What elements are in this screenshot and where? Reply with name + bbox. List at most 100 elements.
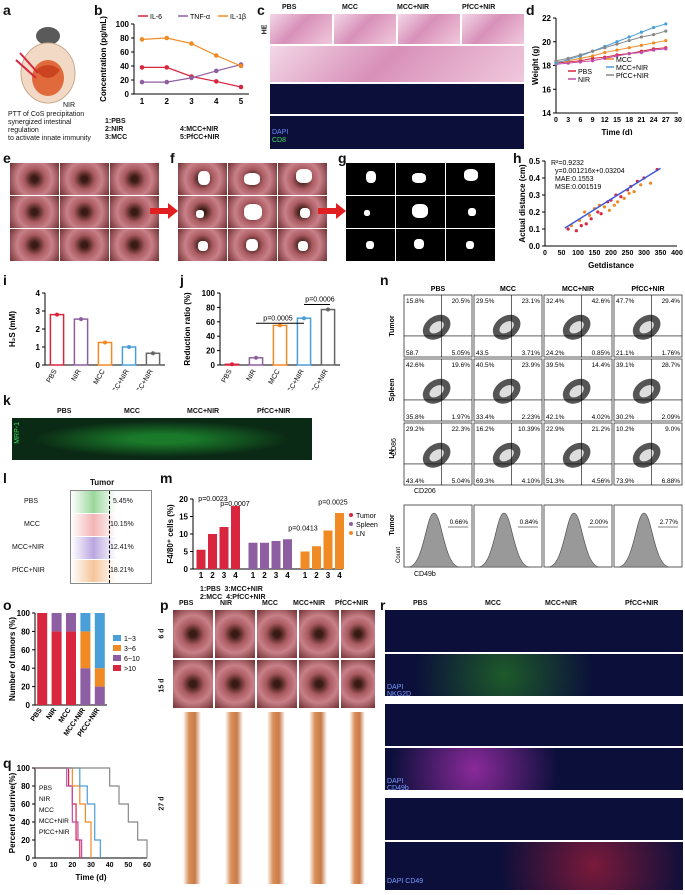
legend-label: MCC+NIR (39, 818, 69, 825)
x-tick-label: 300 (638, 250, 650, 257)
quadrant-value: 1.76% (662, 350, 681, 357)
y-tick-label: 20 (542, 38, 551, 47)
data-point (615, 54, 619, 58)
x-tick-label: PBS (46, 368, 59, 384)
data-point (649, 181, 653, 185)
quadrant-value: 39.5% (546, 362, 565, 369)
quadrant-value: 32.4% (546, 298, 565, 305)
mask-image (396, 229, 445, 261)
legend-swatch (113, 635, 121, 641)
panel-label-d: d (526, 2, 535, 18)
p-value: p=0.0023 (198, 496, 227, 503)
x-tick-label: MCC+NIR (109, 369, 131, 391)
data-point (127, 345, 131, 349)
quadrant-value: 30.2% (616, 414, 635, 421)
y-tick-label: 5 (184, 548, 189, 557)
quadrant-value: 35.8% (406, 414, 425, 421)
y-tick-label: 22 (542, 14, 551, 23)
he-overview-image (270, 14, 332, 44)
bar-segment (51, 613, 62, 632)
quadrant-value: 5.04% (452, 478, 471, 485)
group-label: MCC+NIR (397, 4, 430, 11)
y-tick-label: 14 (542, 109, 551, 118)
x-axis-label: CD206 (414, 488, 436, 495)
y-tick-label: 0 (26, 701, 31, 710)
data-point (213, 53, 219, 58)
panel-label-c: c (257, 2, 265, 18)
data-point (591, 56, 595, 60)
endoscopy-image (341, 660, 375, 708)
group-label: PfCC+NIR (257, 408, 291, 415)
quadrant-value: 47.7% (616, 298, 635, 305)
legend-label: PfCC+NIR (39, 829, 70, 836)
x-tick-label: 3 (274, 571, 279, 580)
data-point (189, 41, 194, 46)
y-tick-label: 40 (206, 332, 215, 341)
quadrant-value: 58.7 (406, 350, 419, 357)
panel-c: PBS MCC MCC+NIR PfCC+NIR HE DAPI CD8 (261, 4, 524, 149)
quadrant-value: 10.2% (616, 426, 635, 433)
data-point (652, 33, 656, 37)
x-tick-label: 3 (326, 571, 331, 580)
quadrant-value: 28.7% (662, 362, 681, 369)
percent-value: 18.21% (110, 567, 134, 574)
data-point (587, 213, 592, 217)
group-label: PfCC+NIR (462, 4, 496, 11)
legend-label: Spleen (356, 522, 378, 529)
data-point (254, 355, 258, 360)
data-point (230, 362, 234, 367)
panel-b-key-right: 4:MCC+NIR 5:PfCC+NIR (180, 126, 219, 142)
data-point (627, 46, 631, 50)
x-tick-label: 3 (566, 117, 570, 124)
y-axis-label: Number of tumors (%) (8, 617, 17, 701)
group-label: PfCC+NIR (625, 600, 659, 607)
dapi-label: DAPI (272, 129, 289, 136)
mouse-illustration (15, 27, 76, 104)
y-tick-label: 16 (542, 85, 551, 94)
panel-label-n: n (380, 272, 389, 288)
series-line (555, 48, 666, 65)
data-point (639, 50, 643, 55)
day-label: 15 d (158, 678, 166, 693)
fluorescence-overview (270, 84, 524, 114)
group-label: PfCC+NIR (335, 600, 369, 607)
density-core (639, 321, 654, 334)
key-item: 4:MCC+NIR (180, 126, 219, 133)
legend-label: PfCC+NIR (616, 73, 649, 80)
data-point (639, 35, 643, 39)
y-tick-label: 0.3 (529, 191, 541, 200)
x-tick-label: 12 (601, 117, 609, 124)
y-tick-label: 80 (206, 303, 215, 312)
density-core (499, 385, 514, 398)
quadrant-value: 4.56% (592, 478, 611, 485)
y-tick-label: 10 (179, 530, 188, 539)
colon-photo (299, 712, 339, 884)
group-label: MCC (485, 600, 501, 607)
y-tick-label: 40 (21, 818, 30, 827)
data-point (632, 190, 636, 194)
x-tick-label: 1 (251, 571, 256, 580)
quadrant-value: 19.6% (452, 362, 471, 369)
legend-label: NIR (39, 796, 51, 803)
x-tick-label: PBS (221, 368, 234, 384)
density-core (429, 385, 444, 398)
panel-label-j: j (180, 272, 184, 288)
quadrant-value: 21.2% (592, 426, 611, 433)
x-axis-label: Getdistance (588, 261, 634, 270)
x-tick-label: 15 (613, 117, 621, 124)
quadrant-value: 9.0% (665, 426, 680, 433)
bar (73, 318, 89, 366)
row-label: MCC+NIR (12, 544, 45, 551)
y-tick-label: 80 (21, 627, 30, 636)
data-point (164, 35, 170, 41)
y-tick-label: 18 (542, 62, 551, 71)
data-point (627, 191, 631, 195)
data-point (591, 59, 595, 63)
bar (208, 534, 217, 569)
x-tick-label: 1 (303, 571, 308, 580)
endoscopy-image (257, 660, 297, 708)
x-tick-label: 0 (554, 117, 558, 124)
endoscopy-image (215, 610, 255, 658)
bar (296, 317, 312, 366)
